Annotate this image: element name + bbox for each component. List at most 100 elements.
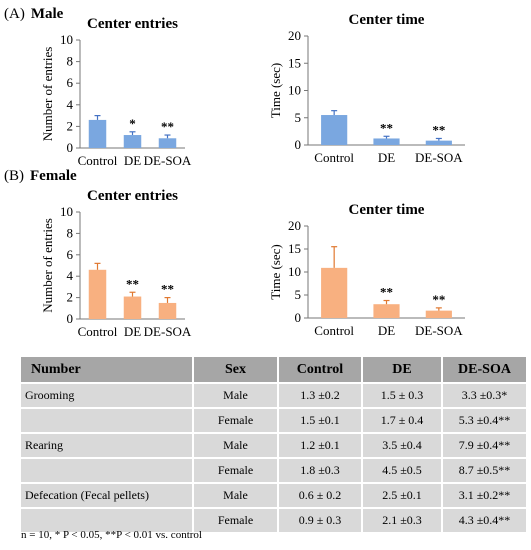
y-axis-label: Time (sec) bbox=[268, 63, 283, 119]
cell-control: 0.9 ± 0.3 bbox=[277, 508, 362, 534]
y-tick-label: 6 bbox=[67, 75, 74, 90]
y-tick-label: 10 bbox=[60, 32, 73, 47]
y-axis-label: Number of entries bbox=[40, 218, 55, 313]
cell-sex: Male bbox=[192, 483, 278, 509]
y-tick-label: 20 bbox=[288, 28, 301, 43]
y-tick-label: 15 bbox=[288, 55, 301, 70]
significance-label: ** bbox=[380, 285, 393, 300]
y-tick-label: 8 bbox=[67, 225, 74, 240]
table-row: Female 1.5 ±0.1 1.7 ± 0.4 5.3 ±0.4** bbox=[21, 408, 526, 434]
y-axis-label: Time (sec) bbox=[268, 244, 283, 300]
significance-label: ** bbox=[161, 119, 174, 134]
y-tick-label: 4 bbox=[67, 268, 74, 283]
y-tick-label: 2 bbox=[67, 290, 74, 305]
col-header-number: Number bbox=[21, 357, 193, 384]
footnote-text: n = 10, * P < 0.05, **P < 0.01 vs. contr… bbox=[21, 529, 202, 541]
significance-label: * bbox=[129, 116, 136, 131]
cell-sex: Male bbox=[192, 383, 278, 409]
cell-control: 1.8 ±0.3 bbox=[277, 458, 362, 484]
cell-sex: Male bbox=[192, 433, 278, 459]
cell-de-soa: 5.3 ±0.4** bbox=[441, 408, 526, 434]
category-label: Control bbox=[78, 324, 118, 339]
cell-de-soa: 4.3 ±0.4** bbox=[441, 508, 526, 534]
cell-de-soa: 7.9 ±0.4** bbox=[441, 433, 526, 459]
col-header-control: Control bbox=[277, 357, 362, 384]
y-tick-label: 20 bbox=[288, 218, 301, 233]
col-header-sex: Sex bbox=[192, 357, 278, 384]
table-row: Female 0.9 ± 0.3 2.1 ±0.3 4.3 ±0.4** bbox=[21, 508, 526, 534]
category-label: DE bbox=[124, 324, 141, 339]
category-label: Control bbox=[314, 323, 354, 338]
chart-male-center-time: Center time Time (sec) 0 5 10 15 20 Control ** DE… bbox=[268, 12, 465, 165]
category-label: DE-SOA bbox=[415, 150, 463, 165]
significance-label: ** bbox=[161, 282, 174, 297]
bar bbox=[158, 302, 177, 319]
y-tick-label: 0 bbox=[67, 311, 74, 326]
significance-label: ** bbox=[432, 122, 445, 137]
table-row: Female 1.8 ±0.3 4.5 ±0.5 8.7 ±0.5** bbox=[21, 458, 526, 484]
bar bbox=[321, 267, 348, 318]
cell-control: 1.2 ±0.1 bbox=[277, 433, 362, 459]
bar bbox=[123, 135, 142, 148]
panel-a-letter: (A) bbox=[4, 6, 25, 22]
significance-label: ** bbox=[380, 120, 393, 135]
y-tick-label: 5 bbox=[295, 110, 302, 125]
col-header-de: DE bbox=[361, 357, 442, 384]
cell-sex: Female bbox=[192, 508, 278, 534]
cell-de: 1.7 ± 0.4 bbox=[361, 408, 442, 434]
significance-label: ** bbox=[432, 292, 445, 307]
cell-control: 0.6 ± 0.2 bbox=[277, 483, 362, 509]
y-tick-label: 6 bbox=[67, 247, 74, 262]
category-label: DE-SOA bbox=[415, 323, 463, 338]
y-tick-label: 0 bbox=[67, 140, 74, 155]
cell-control: 1.5 ±0.1 bbox=[277, 408, 362, 434]
bar bbox=[373, 304, 400, 318]
y-tick-label: 0 bbox=[295, 310, 302, 325]
y-tick-label: 0 bbox=[295, 137, 302, 152]
cell-de: 1.5 ± 0.3 bbox=[361, 383, 442, 409]
panel-b-letter: (B) bbox=[4, 168, 24, 184]
cell-de-soa: 3.1 ±0.2** bbox=[441, 483, 526, 509]
panel-b-name: Female bbox=[30, 168, 77, 184]
cell-de: 3.5 ±0.4 bbox=[361, 433, 442, 459]
cell-measure: Rearing bbox=[21, 433, 193, 459]
chart-title: Center entries bbox=[87, 188, 178, 204]
cell-sex: Female bbox=[192, 458, 278, 484]
y-axis-label: Number of entries bbox=[40, 47, 55, 142]
chart-male-center-entries: Center entries Number of entries 0 2 4 6 8 10 Co… bbox=[40, 16, 192, 168]
y-tick-label: 10 bbox=[288, 264, 301, 279]
behavior-table: Number Sex Control DE DE-SOA Grooming Mal… bbox=[21, 357, 526, 534]
panel-a-label: (A) Male bbox=[4, 6, 63, 23]
bar bbox=[88, 269, 107, 319]
chart-title: Center time bbox=[349, 12, 425, 28]
chart-female-center-entries: Center entries Number of entries 0 2 4 6 8 10 Co… bbox=[40, 188, 192, 339]
category-label: Control bbox=[78, 153, 118, 168]
significance-label: ** bbox=[126, 276, 139, 291]
footnote: n = 10, * P < 0.05, **P < 0.01 vs. contr… bbox=[21, 529, 202, 541]
panel-a-name: Male bbox=[30, 6, 64, 22]
bar bbox=[88, 119, 107, 148]
cell-measure bbox=[21, 458, 193, 484]
cell-de: 2.5 ±0.1 bbox=[361, 483, 442, 509]
cell-measure: Grooming bbox=[21, 383, 193, 409]
bar bbox=[158, 138, 177, 148]
cell-de: 2.1 ±0.3 bbox=[361, 508, 442, 534]
bar bbox=[373, 138, 400, 145]
bar bbox=[321, 115, 348, 145]
y-tick-label: 15 bbox=[288, 241, 301, 256]
cell-measure: Defecation (Fecal pellets) bbox=[21, 483, 193, 509]
y-tick-label: 10 bbox=[60, 204, 73, 219]
category-label: DE bbox=[378, 150, 395, 165]
cell-de-soa: 8.7 ±0.5** bbox=[441, 458, 526, 484]
y-tick-label: 10 bbox=[288, 83, 301, 98]
bar bbox=[425, 140, 452, 145]
table-row: Rearing Male 1.2 ±0.1 3.5 ±0.4 7.9 ±0.4** bbox=[21, 433, 526, 459]
y-tick-label: 2 bbox=[67, 118, 74, 133]
cell-de-soa: 3.3 ±0.3* bbox=[441, 383, 526, 409]
cell-de: 4.5 ±0.5 bbox=[361, 458, 442, 484]
chart-title: Center entries bbox=[87, 16, 178, 32]
table-row: Defecation (Fecal pellets) Male 0.6 ± 0.2 2… bbox=[21, 483, 526, 509]
y-tick-label: 5 bbox=[295, 287, 302, 302]
panel-b-label: (B) Female bbox=[4, 168, 77, 185]
chart-female-center-time: Center time Time (sec) 0 5 10 15 20 Control ** DE… bbox=[268, 202, 465, 338]
